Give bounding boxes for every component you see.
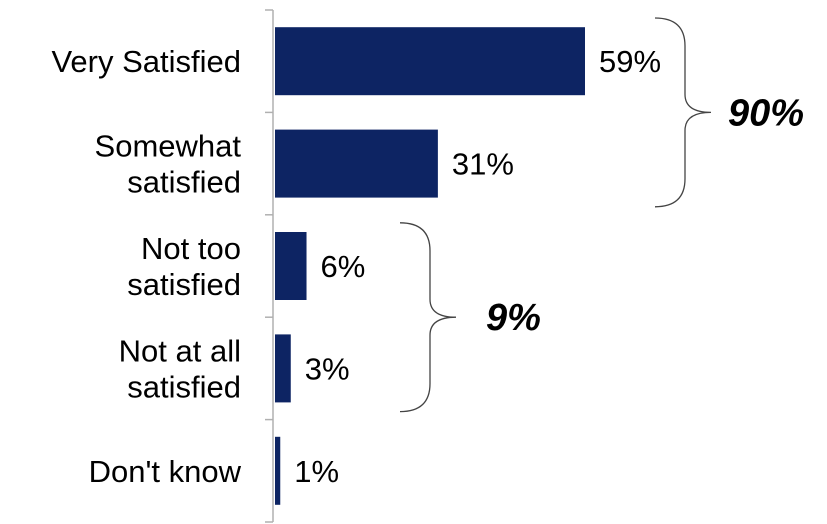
value-label: 59% <box>599 44 661 79</box>
value-label: 6% <box>321 249 366 284</box>
category-axis <box>265 9 274 523</box>
value-label: 1% <box>294 454 339 489</box>
value-labels: 59% 31% 6% 3% 1% <box>294 44 661 489</box>
bar <box>275 232 307 300</box>
group-total-label: 9% <box>486 297 541 339</box>
bars <box>275 27 585 505</box>
group-brace <box>654 17 712 208</box>
group-annotations: 90% 9% <box>399 17 804 413</box>
category-label: Very Satisfied <box>51 44 241 79</box>
bar <box>275 334 291 403</box>
value-label: 3% <box>305 351 350 386</box>
bar <box>275 436 281 505</box>
category-label: Not too satisfied <box>127 231 241 302</box>
category-label: Somewhat satisfied <box>95 129 242 200</box>
group-total-label: 90% <box>728 92 804 134</box>
group-brace <box>399 222 457 413</box>
value-label: 31% <box>452 147 514 182</box>
category-label: Don't know <box>89 454 242 489</box>
category-label: Not at all satisfied <box>119 333 241 404</box>
category-labels: Very Satisfied Somewhat satisfied Not too sa… <box>51 44 241 489</box>
bar <box>275 129 438 198</box>
bar <box>275 27 585 96</box>
